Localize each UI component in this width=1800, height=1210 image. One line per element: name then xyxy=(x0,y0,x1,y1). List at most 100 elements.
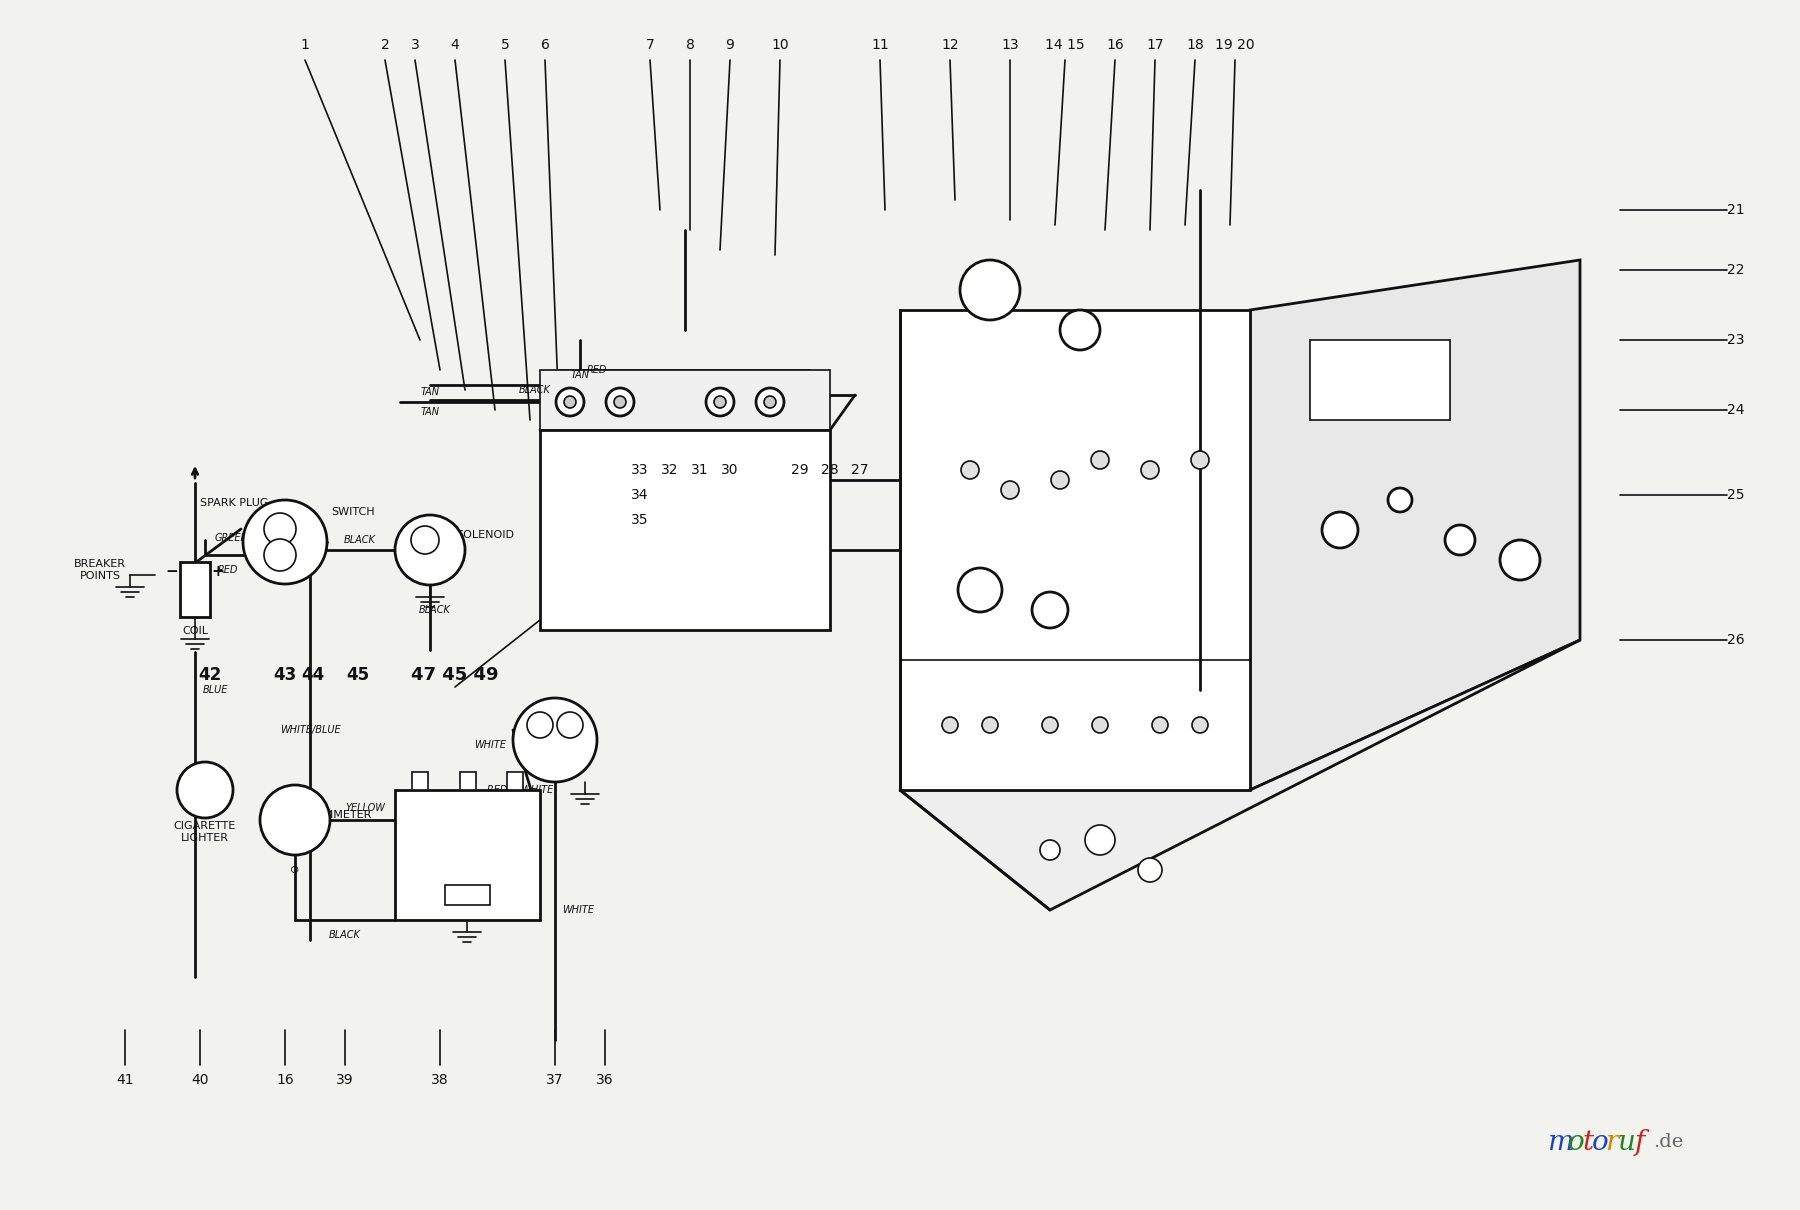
Circle shape xyxy=(410,526,439,554)
Circle shape xyxy=(1192,718,1208,733)
Text: f: f xyxy=(1634,1129,1645,1156)
Text: SWITCH: SWITCH xyxy=(331,507,374,517)
Text: A: A xyxy=(290,803,301,817)
Text: BLACK: BLACK xyxy=(344,535,376,545)
Text: 5: 5 xyxy=(500,38,509,52)
Text: 34: 34 xyxy=(632,488,648,502)
Text: F: F xyxy=(567,720,572,730)
Text: 33: 33 xyxy=(632,463,648,477)
Text: COIL: COIL xyxy=(182,626,209,636)
Circle shape xyxy=(607,388,634,416)
Circle shape xyxy=(961,461,979,479)
Text: B: B xyxy=(306,524,315,534)
Text: 30: 30 xyxy=(722,463,738,477)
Bar xyxy=(445,885,490,905)
Text: 36: 36 xyxy=(596,1073,614,1087)
Text: ⊙: ⊙ xyxy=(290,865,299,875)
Text: 24: 24 xyxy=(1728,403,1744,417)
Circle shape xyxy=(176,762,232,818)
Polygon shape xyxy=(900,310,1249,790)
Text: +: + xyxy=(212,564,225,578)
Circle shape xyxy=(1499,540,1541,580)
Text: 43: 43 xyxy=(274,666,297,684)
Text: 11: 11 xyxy=(871,38,889,52)
Text: 31: 31 xyxy=(691,463,709,477)
Circle shape xyxy=(1141,461,1159,479)
Text: TAN: TAN xyxy=(421,407,439,417)
Circle shape xyxy=(1031,592,1067,628)
Text: −: − xyxy=(166,564,178,578)
Text: 19 20: 19 20 xyxy=(1215,38,1255,52)
Text: 29: 29 xyxy=(792,463,808,477)
Circle shape xyxy=(763,396,776,408)
Text: 45: 45 xyxy=(346,666,369,684)
Text: 1: 1 xyxy=(301,38,310,52)
Circle shape xyxy=(556,388,583,416)
Circle shape xyxy=(265,538,295,571)
Circle shape xyxy=(958,567,1003,612)
Text: 39: 39 xyxy=(337,1073,355,1087)
Text: S: S xyxy=(275,551,284,560)
Text: 8: 8 xyxy=(686,38,695,52)
Text: 16: 16 xyxy=(1107,38,1123,52)
Text: VOLTAGE
REGULATOR: VOLTAGE REGULATOR xyxy=(434,869,500,891)
Bar xyxy=(180,561,211,617)
Text: RED & WHITE: RED & WHITE xyxy=(486,785,553,795)
Text: YELLOW: YELLOW xyxy=(346,803,385,813)
Text: r: r xyxy=(1606,1129,1618,1156)
Circle shape xyxy=(1192,451,1210,469)
Text: 22: 22 xyxy=(1728,263,1744,277)
Text: RED: RED xyxy=(218,565,238,575)
Text: 38: 38 xyxy=(432,1073,448,1087)
Bar xyxy=(540,370,830,430)
Text: BLACK: BLACK xyxy=(518,385,551,394)
Text: 28: 28 xyxy=(821,463,839,477)
Circle shape xyxy=(1051,471,1069,489)
Circle shape xyxy=(243,500,328,584)
Circle shape xyxy=(1321,512,1357,548)
Text: o: o xyxy=(1591,1129,1609,1156)
Text: L: L xyxy=(511,805,518,816)
Text: IGN: IGN xyxy=(272,524,288,534)
Text: u: u xyxy=(1616,1129,1634,1156)
Text: 23: 23 xyxy=(1728,333,1744,347)
Circle shape xyxy=(1091,451,1109,469)
Text: 44: 44 xyxy=(301,666,324,684)
Text: .de: .de xyxy=(1652,1133,1683,1151)
Text: m: m xyxy=(1546,1129,1573,1156)
Text: A: A xyxy=(536,720,544,730)
Text: BLACK: BLACK xyxy=(419,605,452,615)
Text: BLACK: BLACK xyxy=(329,930,362,940)
Text: WHITE: WHITE xyxy=(562,905,594,915)
Circle shape xyxy=(394,515,464,584)
Text: 32: 32 xyxy=(661,463,679,477)
Bar xyxy=(461,772,475,790)
Circle shape xyxy=(556,711,583,738)
Text: WHITE/BLUE: WHITE/BLUE xyxy=(279,725,340,734)
Text: 40: 40 xyxy=(191,1073,209,1087)
Circle shape xyxy=(1042,718,1058,733)
Circle shape xyxy=(563,396,576,408)
Text: TAN: TAN xyxy=(421,387,439,397)
Text: RED: RED xyxy=(587,365,607,375)
Text: 42: 42 xyxy=(198,666,221,684)
Text: BREAKER
POINTS: BREAKER POINTS xyxy=(74,559,126,581)
Text: GREEN: GREEN xyxy=(214,532,248,543)
Text: 7: 7 xyxy=(646,38,655,52)
Circle shape xyxy=(756,388,785,416)
Circle shape xyxy=(1152,718,1168,733)
Text: 17: 17 xyxy=(1147,38,1165,52)
Circle shape xyxy=(715,396,725,408)
Circle shape xyxy=(706,388,734,416)
Circle shape xyxy=(941,718,958,733)
Text: t: t xyxy=(1582,1129,1593,1156)
Circle shape xyxy=(959,260,1021,319)
Bar xyxy=(508,772,524,790)
Text: BLUE: BLUE xyxy=(203,685,229,695)
Circle shape xyxy=(1093,718,1109,733)
Text: ⊕: ⊕ xyxy=(290,826,299,837)
Text: 12: 12 xyxy=(941,38,959,52)
Text: 10: 10 xyxy=(770,38,788,52)
Polygon shape xyxy=(1249,260,1580,790)
Bar xyxy=(1310,340,1451,420)
